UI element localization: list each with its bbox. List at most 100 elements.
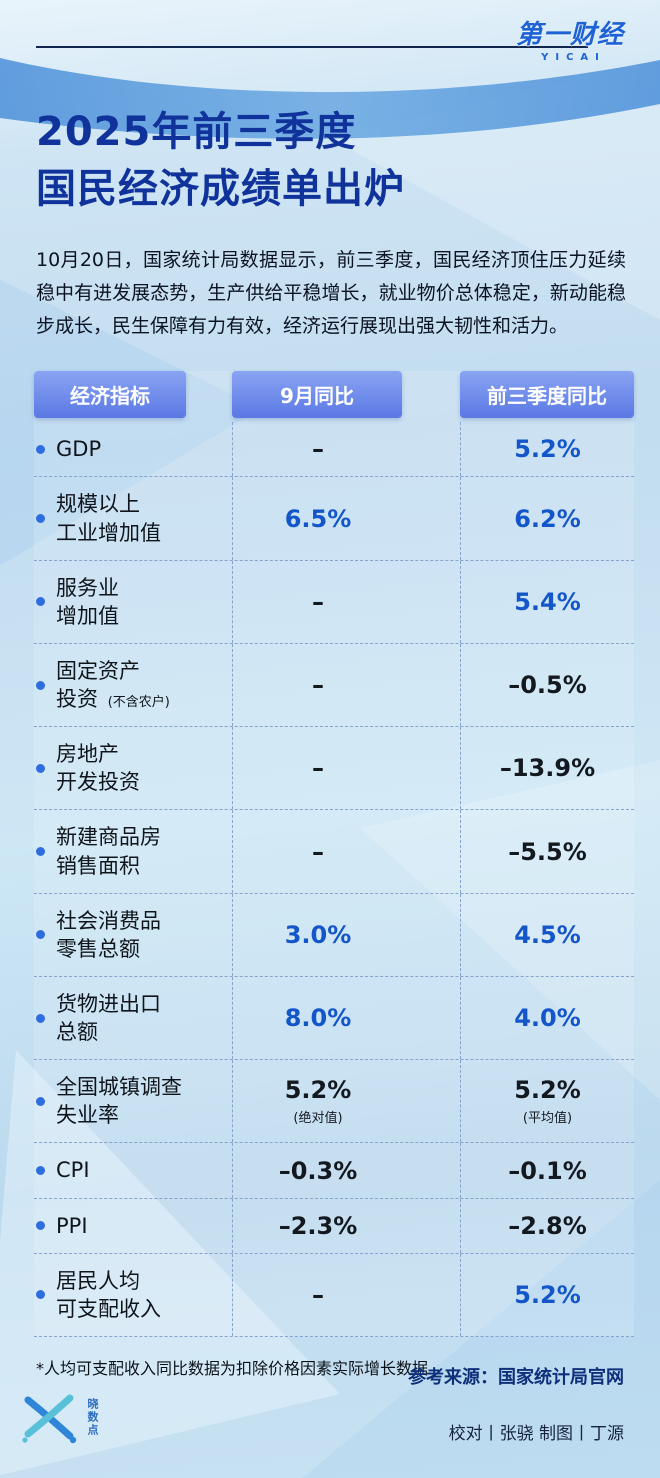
q1-q3-yoy-cell: 5.2% (460, 1253, 634, 1336)
q1-q3-yoy-value: –0.5% (508, 671, 587, 700)
september-yoy-value: –2.3% (278, 1211, 358, 1240)
q1-q3-yoy-cell: 6.2% (460, 477, 634, 560)
page-title-line2: 国民经济成绩单出炉 (36, 165, 405, 212)
table-row: 新建商品房 销售面积 – –5.5% (34, 810, 634, 894)
table-row: PPI –2.3% –2.8% (34, 1198, 634, 1254)
table-row: 服务业 增加值 – 5.4% (34, 560, 634, 644)
september-yoy-cell: – (232, 643, 460, 727)
xiaoshudian-logo-icon (22, 1394, 77, 1444)
table-row: 固定资产 投资 (不含农户) – –0.5% (34, 643, 634, 728)
table-row: 社会消费品 零售总额 3.0% 4.5% (34, 893, 634, 977)
bullet-dot-icon (36, 680, 45, 690)
indicator-label: PPI (56, 1213, 88, 1238)
header-september-yoy: 9月同比 (232, 371, 402, 419)
q1-q3-yoy-cell: –0.5% (460, 643, 634, 727)
september-yoy-value: – (312, 435, 324, 464)
economy-table: 经济指标 9月同比 前三季度同比 GDP – 5.2% (34, 371, 634, 1337)
xiaoshudian-logo: 晓数点 (16, 1384, 100, 1450)
indicator-note: (不含农户) (107, 695, 170, 711)
q1-q3-yoy-cell: –13.9% (460, 727, 634, 810)
september-yoy-value: 8.0% (284, 1004, 352, 1033)
bullet-dot-icon (36, 1096, 45, 1106)
top-wave-band (0, 58, 660, 139)
page-title-line1: 2025年前三季度 (36, 109, 357, 155)
september-yoy-cell: –0.3% (232, 1143, 460, 1198)
september-yoy-value: – (312, 754, 324, 783)
intro-paragraph: 10月20日，国家统计局数据显示，前三季度，国民经济顶住压力延续稳中有进发展态势… (36, 248, 626, 338)
september-yoy-cell: – (232, 560, 460, 643)
header-first-three-quarters-yoy: 前三季度同比 (460, 371, 634, 419)
q1-q3-yoy-value: –2.8% (508, 1211, 587, 1240)
indicator-cell: 规模以上 工业增加值 (34, 477, 232, 559)
bullet-dot-icon (36, 597, 45, 607)
indicator-label: 新建商品房 销售面积 (56, 825, 161, 878)
september-yoy-cell: – (232, 727, 460, 810)
q1-q3-yoy-note: (平均值) (522, 1111, 573, 1127)
indicator-label: GDP (56, 437, 102, 462)
table-row: 全国城镇调查 失业率 5.2% (绝对值) 5.2% (平均值) (34, 1060, 634, 1144)
september-yoy-value: –0.3% (278, 1156, 358, 1185)
table-row: GDP – 5.2% (34, 422, 634, 478)
q1-q3-yoy-value: 5.2% (514, 1076, 581, 1105)
bullet-dot-icon (36, 847, 45, 857)
header-indicator: 经济指标 (34, 371, 186, 419)
september-yoy-cell: – (232, 422, 460, 477)
yicai-logo-latin: YICAI (541, 52, 606, 63)
q1-q3-yoy-value: 4.0% (514, 1004, 581, 1033)
indicator-cell: GDP (34, 422, 232, 476)
q1-q3-yoy-value: 4.5% (514, 920, 581, 949)
yicai-logo: 第一财经 YICAI (516, 14, 624, 63)
september-yoy-note: (绝对值) (293, 1111, 343, 1127)
september-yoy-cell: 8.0% (232, 976, 460, 1060)
top-rule-line (36, 46, 588, 48)
indicator-cell: 货物进出口 总额 (34, 977, 232, 1059)
table-row: 居民人均 可支配收入 – 5.2% (34, 1253, 634, 1337)
xiaoshudian-logo-text: 晓数点 (86, 1397, 99, 1437)
september-yoy-value: 5.2% (284, 1076, 352, 1105)
q1-q3-yoy-cell: –5.5% (460, 810, 634, 893)
bullet-dot-icon (36, 930, 45, 940)
september-yoy-value: – (312, 671, 324, 700)
indicator-label: CPI (56, 1158, 90, 1183)
september-yoy-value: – (312, 1280, 324, 1309)
q1-q3-yoy-value: 5.2% (514, 1280, 581, 1309)
indicator-label: 房地产 开发投资 (56, 742, 140, 795)
table-row: 房地产 开发投资 – –13.9% (34, 727, 634, 811)
footnote-text: *人均可支配收入同比数据为扣除价格因素实际增长数据 (36, 1358, 429, 1378)
bullet-dot-icon (36, 1166, 45, 1176)
table-header-row: 经济指标 9月同比 前三季度同比 (34, 371, 634, 419)
q1-q3-yoy-cell: 5.2% (平均值) (460, 1060, 634, 1143)
september-yoy-value: – (312, 837, 324, 866)
table-body: GDP – 5.2% 规模以上 工业增加值 (34, 422, 634, 1337)
bullet-dot-icon (36, 514, 45, 524)
indicator-cell: 房地产 开发投资 (34, 727, 232, 809)
indicator-cell: 固定资产 投资 (不含农户) (34, 644, 232, 726)
indicator-cell: 新建商品房 销售面积 (34, 810, 232, 892)
q1-q3-yoy-value: 5.2% (514, 435, 581, 464)
yicai-logo-text: 第一财经 (515, 20, 624, 50)
q1-q3-yoy-value: 6.2% (514, 504, 581, 533)
september-yoy-cell: 5.2% (绝对值) (232, 1060, 460, 1143)
indicator-label: 居民人均 可支配收入 (56, 1268, 161, 1321)
q1-q3-yoy-value: –13.9% (499, 754, 596, 783)
september-yoy-value: 3.0% (284, 920, 352, 949)
september-yoy-value: 6.5% (284, 504, 352, 533)
bullet-dot-icon (36, 763, 45, 773)
indicator-label: 规模以上 工业增加值 (56, 492, 161, 545)
q1-q3-yoy-cell: 5.4% (460, 560, 634, 643)
q1-q3-yoy-value: 5.4% (514, 587, 581, 616)
september-yoy-cell: 3.0% (232, 893, 460, 976)
q1-q3-yoy-cell: 4.0% (460, 976, 634, 1060)
indicator-label: 货物进出口 总额 (56, 991, 161, 1045)
q1-q3-yoy-value: –0.1% (508, 1156, 587, 1185)
indicator-cell: CPI (34, 1143, 232, 1197)
indicator-cell: 社会消费品 零售总额 (34, 894, 232, 976)
table-row: CPI –0.3% –0.1% (34, 1143, 634, 1199)
bullet-dot-icon (36, 444, 45, 454)
indicator-cell: 居民人均 可支配收入 (34, 1254, 232, 1336)
bullet-dot-icon (36, 1290, 45, 1300)
q1-q3-yoy-cell: 4.5% (460, 893, 634, 976)
bullet-dot-icon (36, 1013, 45, 1023)
q1-q3-yoy-value: –5.5% (508, 837, 587, 866)
page-title: 2025年前三季度 国民经济成绩单出炉 (36, 104, 624, 218)
